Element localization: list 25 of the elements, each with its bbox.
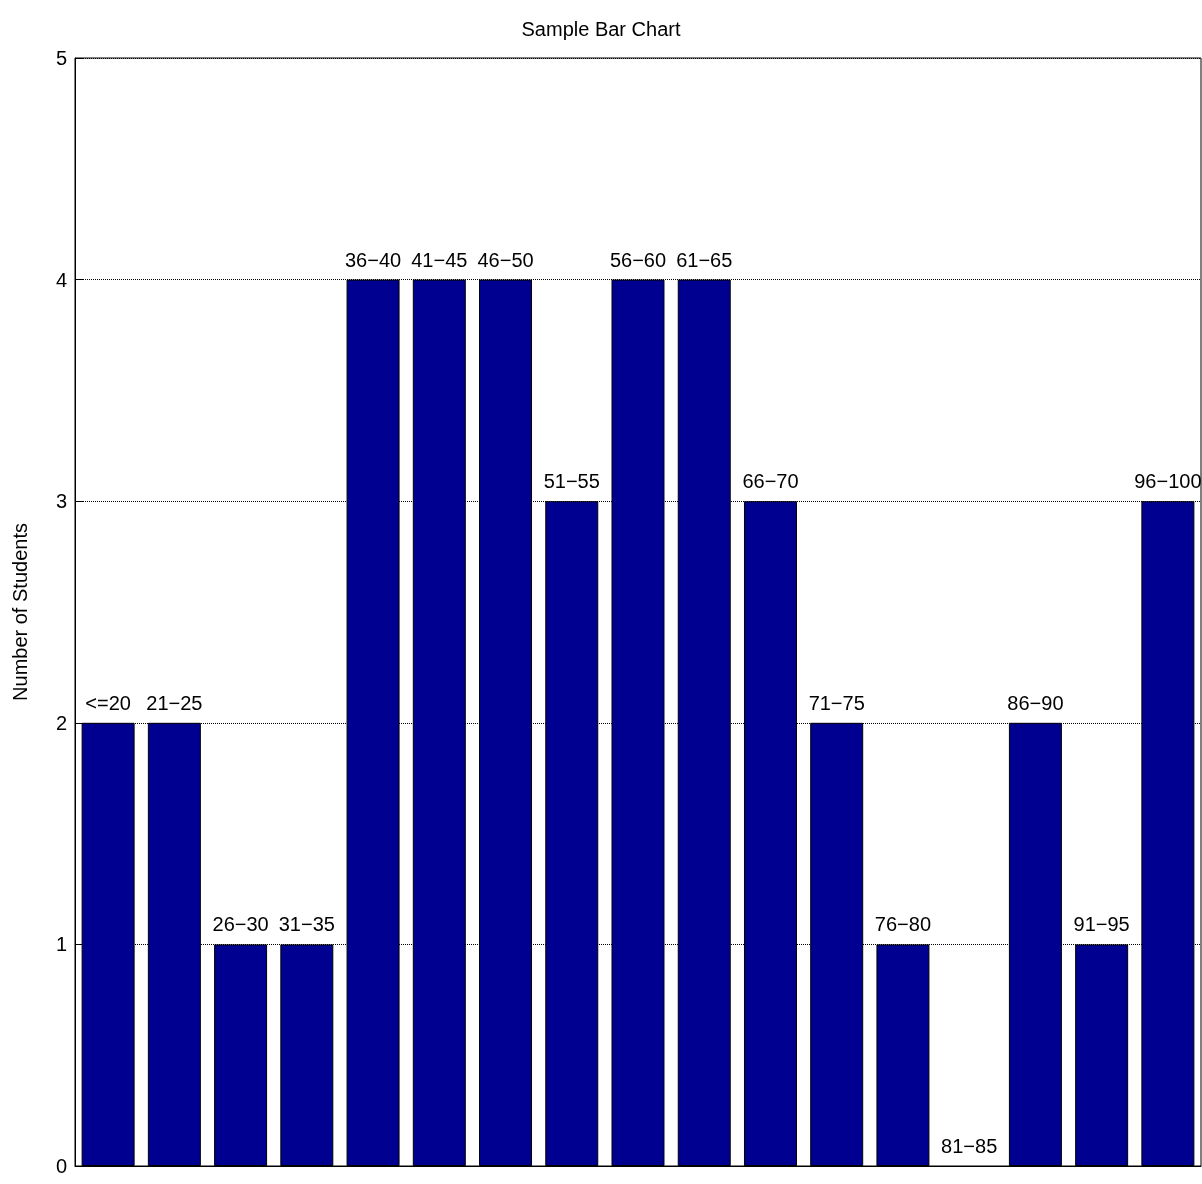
y-tick-label: 4 (55, 268, 67, 291)
x-tick-label: 66−70 (742, 470, 799, 493)
y-axis-title: Number of Students (9, 523, 31, 701)
chart-title: Sample Bar Chart (521, 18, 681, 40)
x-tick-label: 91−95 (1073, 913, 1130, 936)
x-tick-label: 96−100 (1134, 470, 1202, 493)
y-tick-label: 3 (55, 490, 67, 513)
x-tick-label: 21−25 (146, 691, 203, 714)
x-tick-label: 71−75 (808, 691, 865, 714)
x-tick-label: <=20 (85, 691, 131, 714)
x-tick-label: 26−30 (212, 913, 269, 936)
y-tick-label: 5 (55, 47, 67, 69)
x-tick-label: 81−85 (941, 1135, 998, 1157)
y-tick-label: 1 (55, 933, 67, 956)
x-tick-label: 36−40 (344, 248, 402, 271)
x-tick-label: 86−90 (1007, 691, 1064, 714)
x-tick-label: 51−55 (543, 470, 600, 493)
x-tick-label: 46−50 (477, 248, 534, 271)
y-tick-label: 2 (55, 711, 67, 734)
y-tick-label: 0 (55, 1155, 67, 1177)
x-tick-label: 76−80 (874, 913, 932, 936)
x-tick-label: 41−45 (411, 248, 468, 271)
x-tick-label: 56−60 (609, 248, 667, 271)
x-tick-label: 61−65 (676, 248, 733, 271)
x-tick-label: 31−35 (278, 913, 335, 936)
